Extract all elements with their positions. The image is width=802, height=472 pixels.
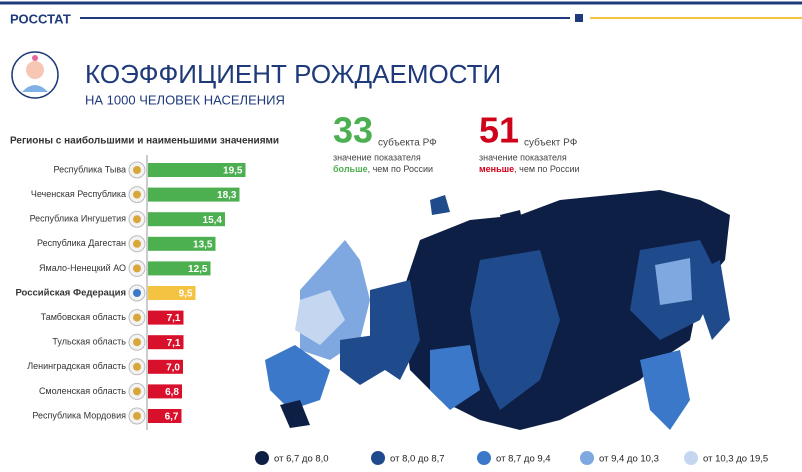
legend-dot (477, 451, 491, 465)
bar (148, 212, 225, 227)
category-label: Ямало-Ненецкий АО (39, 263, 126, 273)
subtitle: НА 1000 ЧЕЛОВЕК НАСЕЛЕНИЯ (85, 92, 285, 107)
value-label: 6,8 (165, 387, 179, 398)
baby-icon (11, 51, 59, 99)
stat-unit: субъекта РФ (378, 137, 437, 149)
legend-label: от 6,7 до 8,0 (274, 454, 329, 465)
bar (148, 310, 184, 325)
category-label: Смоленская область (39, 386, 126, 396)
stat-number: 51 (479, 110, 519, 151)
bar (148, 359, 183, 374)
category-label: Чеченская Республика (31, 189, 126, 199)
stat-rest: , чем по России (368, 164, 433, 174)
stat-line: значение показателя (333, 152, 421, 162)
region-emblem-core (133, 215, 141, 224)
value-label: 7,1 (167, 313, 181, 324)
region-emblem-core (133, 289, 141, 297)
value-label: 7,1 (167, 338, 181, 349)
bar (148, 261, 211, 276)
region-emblem-core (133, 338, 141, 347)
russia-map (265, 190, 730, 430)
bar (148, 163, 246, 177)
bar (148, 236, 216, 251)
stat-line: значение показателя (479, 152, 567, 162)
value-label: 13,5 (193, 239, 213, 250)
legend-dot (255, 451, 269, 465)
bar (148, 286, 196, 300)
header-square (575, 14, 583, 22)
region-emblem-core (133, 412, 141, 420)
legend-label: от 9,4 до 10,3 (599, 454, 659, 465)
value-label: 6,7 (165, 412, 179, 423)
value-label: 9,5 (179, 289, 193, 300)
stat-emphasis: меньше (479, 164, 514, 174)
region-emblem-core (133, 313, 141, 322)
legend-dot (371, 451, 385, 465)
stat-emphasis: больше (333, 164, 368, 174)
bar (148, 384, 182, 399)
legend-label: от 8,7 до 9,4 (496, 454, 551, 465)
category-label: Тамбовская область (41, 312, 127, 322)
legend-dot (684, 451, 698, 465)
legend-label: от 8,0 до 8,7 (390, 454, 445, 465)
bar (148, 335, 184, 350)
stat-number: 33 (333, 110, 373, 151)
category-label: Тульская область (52, 337, 126, 347)
category-label: Российская Федерация (15, 288, 126, 299)
brand: РОССТАТ (10, 11, 71, 26)
region-emblem-core (133, 264, 141, 273)
stat-line: меньше, чем по России (479, 164, 580, 174)
value-label: 18,3 (217, 190, 237, 201)
value-label: 19,5 (223, 166, 243, 177)
region-emblem-core (133, 362, 141, 371)
value-label: 7,0 (166, 362, 180, 373)
stat-line: больше, чем по России (333, 164, 433, 174)
category-label: Республика Мордовия (32, 410, 126, 420)
region-emblem-core (133, 239, 141, 248)
value-label: 12,5 (188, 264, 208, 275)
legend-dot (580, 451, 594, 465)
stat-unit: субъект РФ (524, 137, 578, 149)
chart-title: Регионы с наибольшими и наименьшими знач… (10, 135, 279, 147)
bar (148, 187, 240, 202)
region-emblem-core (133, 387, 141, 396)
category-label: Ленинградская область (27, 361, 126, 371)
title: КОЭФФИЦИЕНТ РОЖДАЕМОСТИ (85, 59, 501, 89)
value-label: 15,4 (203, 215, 223, 226)
legend-label: от 10,3 до 19,5 (703, 454, 768, 465)
category-label: Республика Тыва (53, 164, 126, 174)
stat-rest: , чем по России (514, 164, 579, 174)
region-emblem-core (133, 190, 141, 199)
bar (148, 409, 182, 423)
region-emblem-core (133, 166, 141, 174)
category-label: Республика Ингушетия (30, 214, 127, 224)
category-label: Республика Дагестан (37, 238, 126, 248)
